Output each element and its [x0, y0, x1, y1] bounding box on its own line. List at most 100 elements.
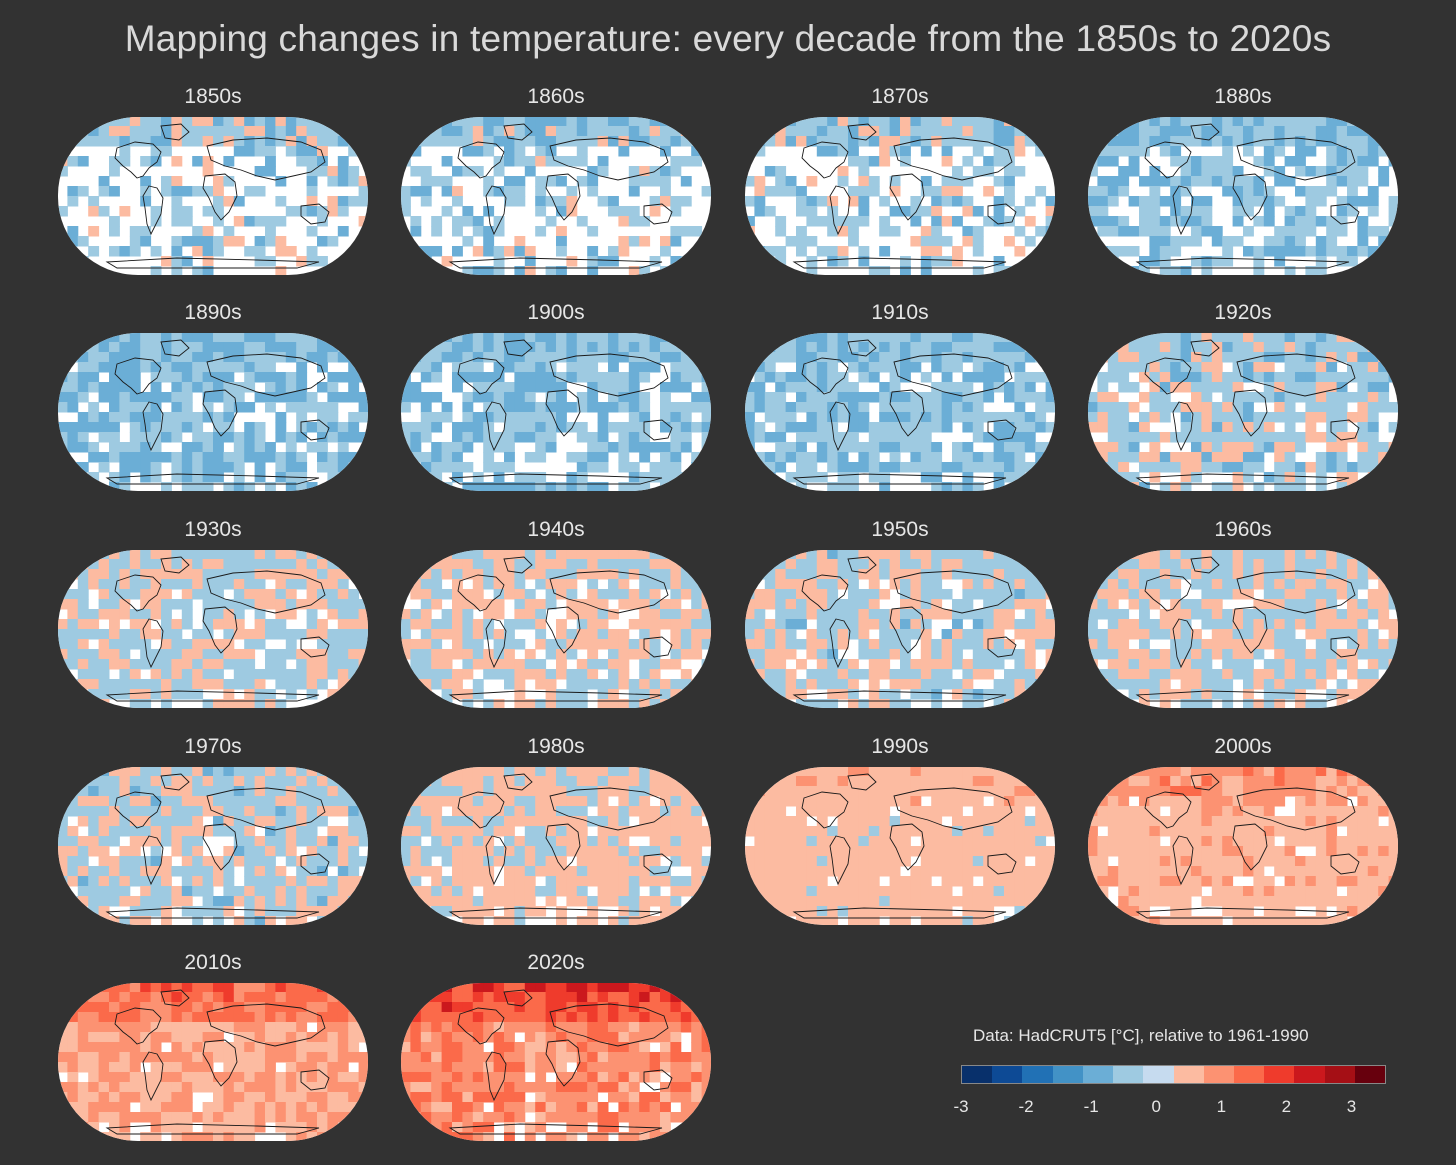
grid-cell: [296, 432, 308, 443]
grid-cell: [535, 422, 547, 433]
grid-cell: [920, 629, 932, 640]
grid-cell: [493, 550, 505, 560]
grid-cell: [837, 659, 849, 670]
grid-cell: [1118, 452, 1130, 463]
grid-cell: [1201, 266, 1213, 275]
grid-cell: [879, 699, 891, 708]
grid-cell: [1180, 362, 1192, 373]
grid-cell: [535, 117, 547, 127]
grid-cell: [192, 559, 204, 570]
grid-cell: [1180, 462, 1192, 473]
grid-cell: [1347, 342, 1358, 353]
grid-cell: [618, 333, 630, 343]
grid-cell: [1222, 619, 1234, 630]
grid-cell: [306, 609, 318, 620]
grid-cell: [806, 342, 818, 353]
grid-cell: [1357, 333, 1369, 343]
grid-cell: [285, 342, 297, 353]
grid-cell: [701, 482, 711, 491]
grid-cell: [213, 699, 224, 708]
grid-cell: [358, 856, 368, 867]
grid-cell: [1149, 579, 1161, 590]
grid-cell: [827, 216, 839, 227]
grid-cell: [410, 659, 422, 670]
grid-cell: [181, 392, 193, 403]
grid-cell: [931, 136, 943, 147]
grid-cell: [327, 392, 339, 403]
grid-cell: [920, 462, 932, 473]
grid-cell: [441, 452, 453, 463]
grid-cell: [192, 342, 204, 353]
grid-cell: [1274, 392, 1286, 403]
grid-cell: [972, 412, 984, 423]
grid-cell: [483, 579, 495, 590]
grid-cell: [931, 599, 943, 610]
grid-cell: [1295, 342, 1306, 353]
grid-cell: [910, 333, 922, 343]
grid-cell: [504, 619, 515, 630]
grid-cell: [535, 609, 547, 620]
grid-cell: [129, 126, 141, 137]
grid-cell: [962, 392, 974, 403]
grid-cell: [952, 569, 963, 580]
grid-cell: [431, 619, 443, 630]
grid-cell: [816, 579, 828, 590]
grid-cell: [58, 246, 68, 257]
grid-cell: [889, 462, 901, 473]
grid-cell: [827, 550, 839, 560]
grid-cell: [775, 176, 787, 187]
grid-cell: [514, 196, 526, 207]
grid-cell: [1336, 432, 1348, 443]
grid-cell: [420, 559, 432, 570]
grid-cell: [317, 452, 328, 463]
grid-cell: [504, 333, 515, 343]
grid-cell: [109, 639, 120, 650]
grid-cell: [649, 472, 661, 483]
grid-cell: [504, 196, 515, 207]
grid-cell: [858, 569, 870, 580]
grid-cell: [493, 609, 505, 620]
grid-cell: [608, 689, 619, 700]
grid-cell: [1232, 432, 1244, 443]
coastline: [448, 473, 663, 485]
grid-cell: [566, 206, 578, 217]
grid-cell: [129, 699, 141, 708]
grid-cell: [745, 442, 755, 453]
coastline: [448, 690, 663, 702]
grid-cell: [223, 482, 235, 491]
grid-cell: [181, 639, 193, 650]
grid-cell: [129, 906, 141, 917]
grid-cell: [88, 767, 100, 777]
grid-cell: [1118, 226, 1130, 237]
grid-cell: [660, 342, 671, 353]
grid-cell: [1336, 156, 1348, 167]
grid-cell: [754, 619, 766, 630]
grid-cell: [1315, 579, 1327, 590]
grid-cell: [952, 352, 963, 363]
grid-cell: [1097, 342, 1109, 353]
grid-cell: [1263, 362, 1275, 373]
grid-cell: [691, 266, 703, 275]
grid-cell: [597, 342, 609, 353]
grid-cell: [566, 402, 578, 413]
grid-cell: [181, 856, 193, 867]
grid-cell: [1201, 619, 1213, 630]
grid-cell: [993, 126, 1005, 137]
decade-map-panel: 1970s: [57, 735, 369, 931]
grid-cell: [213, 776, 224, 787]
grid-cell: [1315, 372, 1327, 383]
grid-cell: [431, 362, 443, 373]
grid-cell: [296, 206, 308, 217]
grid-cell: [587, 589, 599, 600]
grid-cell: [660, 609, 671, 620]
grid-cell: [1045, 126, 1055, 137]
grid-cell: [1305, 117, 1317, 127]
grid-cell: [202, 669, 214, 680]
grid-cell: [1357, 372, 1369, 383]
grid-cell: [993, 639, 1005, 650]
grid-cell: [452, 226, 463, 237]
grid-cell: [691, 136, 703, 147]
grid-cell: [1295, 550, 1306, 560]
grid-cell: [161, 816, 172, 827]
world-map: [401, 767, 711, 925]
